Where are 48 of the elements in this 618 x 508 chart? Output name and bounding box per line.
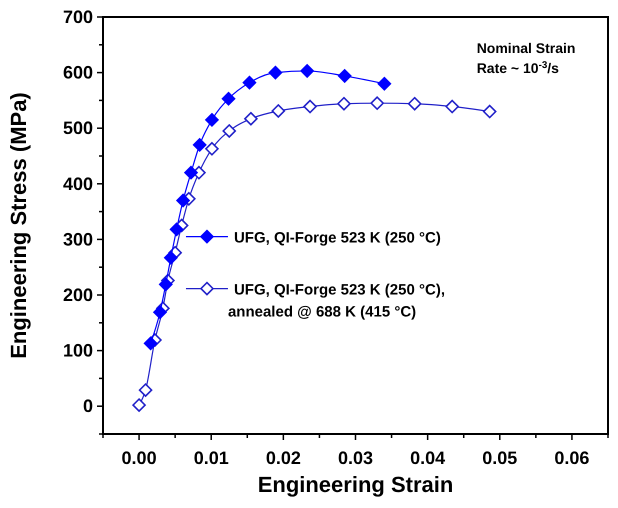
point — [222, 92, 236, 106]
y-tick-label: 700 — [62, 7, 93, 27]
point — [170, 222, 184, 236]
point — [192, 138, 206, 152]
point — [338, 69, 352, 83]
x-tick-label: 0.00 — [122, 448, 157, 468]
point — [303, 100, 317, 114]
point — [300, 64, 314, 78]
point — [272, 104, 286, 118]
y-tick-label: 600 — [62, 62, 93, 83]
point — [378, 76, 392, 91]
point — [153, 305, 167, 320]
x-tick-label: 0.05 — [482, 448, 518, 468]
annotation: Nominal Strain — [476, 40, 576, 56]
point — [482, 104, 496, 118]
y-tick-label: 500 — [62, 118, 93, 138]
point — [445, 100, 459, 114]
point — [184, 166, 198, 180]
x-axis-title: Engineering Strain — [258, 472, 454, 497]
x-tick-label: 0.04 — [410, 448, 446, 468]
point — [370, 96, 384, 110]
point — [164, 250, 178, 265]
point — [222, 124, 236, 138]
point — [244, 112, 258, 126]
point — [138, 383, 152, 397]
x-tick-label: 0.01 — [194, 448, 229, 468]
y-tick-label: 100 — [62, 340, 93, 361]
x-tick-label: 0.02 — [266, 448, 301, 468]
y-tick-label: 0 — [82, 396, 93, 416]
annotation: Rate ~ 10$^{-3}$/s — [476, 60, 560, 76]
x-tick-label: 0.03 — [338, 448, 374, 468]
legend-label: UFG, QI-Forge 523 K (250 °C), annealed @ 688 K (415 °C) — [228, 282, 446, 321]
point — [205, 113, 219, 127]
point — [205, 142, 219, 156]
y-tick-label: 300 — [62, 229, 93, 250]
y-tick-label: 200 — [62, 285, 93, 305]
y-axis-title: Engineering Stress (MPa) — [6, 92, 31, 359]
point — [144, 336, 158, 350]
point — [132, 398, 146, 412]
point — [242, 76, 256, 90]
point — [176, 194, 190, 208]
point — [158, 278, 173, 292]
legend-label: UFG, QI-Forge 523 K (250 °C) — [234, 230, 441, 247]
point — [337, 96, 351, 111]
x-tick-label: 0.06 — [554, 448, 590, 468]
point — [268, 66, 282, 80]
point — [408, 96, 422, 111]
y-tick-label: 400 — [62, 174, 93, 194]
